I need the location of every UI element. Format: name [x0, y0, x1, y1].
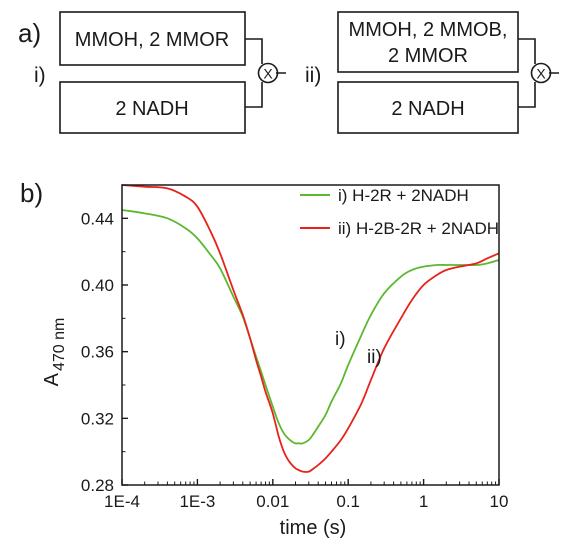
- scheme-i: i) X MMOH, 2 MMOR 2 NADH: [34, 12, 286, 133]
- y-axis-label-main: A: [41, 372, 63, 386]
- annotation-ii: ii): [367, 347, 382, 368]
- panel-b: b) A470 nm time (s) 1E-4 1E-3 0.01 0.1 1 100.…: [20, 178, 508, 539]
- scheme-ii: ii) X MMOH, 2 MMOB, 2 MMOR 2 NADH: [305, 12, 559, 133]
- ticks-layer: 1E-4 1E-3 0.01 0.1 1 100.280.320.360.400.44: [81, 209, 509, 511]
- scheme-i-label: i): [34, 64, 46, 87]
- x-axis-label: time (s): [280, 517, 347, 539]
- legend-entry: i) H-2R + 2NADH: [338, 186, 469, 205]
- x-tick-label: 0.1: [336, 492, 360, 511]
- y-tick-label: 0.40: [81, 276, 114, 295]
- scheme-i-mixer-label: X: [263, 66, 273, 82]
- scheme-ii-label: ii): [305, 64, 321, 87]
- x-tick-label: 0.01: [256, 492, 289, 511]
- scheme-i-top-box-text: MMOH, 2 MMOR: [75, 29, 229, 51]
- annotation-i: i): [335, 329, 346, 350]
- annotation-layer: i) ii): [335, 329, 382, 368]
- y-tick-label: 0.36: [81, 343, 114, 362]
- scheme-ii-top-box-text-line1: MMOH, 2 MMOB,: [349, 19, 508, 41]
- legend-entry: ii) H-2B-2R + 2NADH: [338, 219, 499, 238]
- series-line-i: [122, 210, 499, 444]
- legend: i) H-2R + 2NADH ii) H-2B-2R + 2NADH: [300, 186, 499, 238]
- scheme-i-bottom-box-text: 2 NADH: [115, 98, 188, 120]
- panel-b-label: b): [20, 178, 43, 208]
- x-tick-label: 1E-3: [179, 492, 215, 511]
- y-tick-label: 0.44: [81, 209, 114, 228]
- y-tick-label: 0.28: [81, 476, 114, 495]
- scheme-ii-mixer-label: X: [536, 66, 546, 82]
- panel-a-label: a): [18, 18, 41, 48]
- x-tick-label: 1: [419, 492, 428, 511]
- y-tick-label: 0.32: [81, 409, 114, 428]
- y-axis-label-subscript: 470 nm: [51, 318, 68, 371]
- scheme-ii-bottom-box-text: 2 NADH: [391, 98, 464, 120]
- scheme-ii-top-box-text-line2: 2 MMOR: [388, 45, 468, 67]
- y-axis-label: A470 nm: [41, 318, 68, 387]
- panel-a: a) i) X MMOH, 2 MMOR 2 NADH ii) X MMOH, …: [18, 12, 559, 133]
- x-tick-label: 10: [490, 492, 509, 511]
